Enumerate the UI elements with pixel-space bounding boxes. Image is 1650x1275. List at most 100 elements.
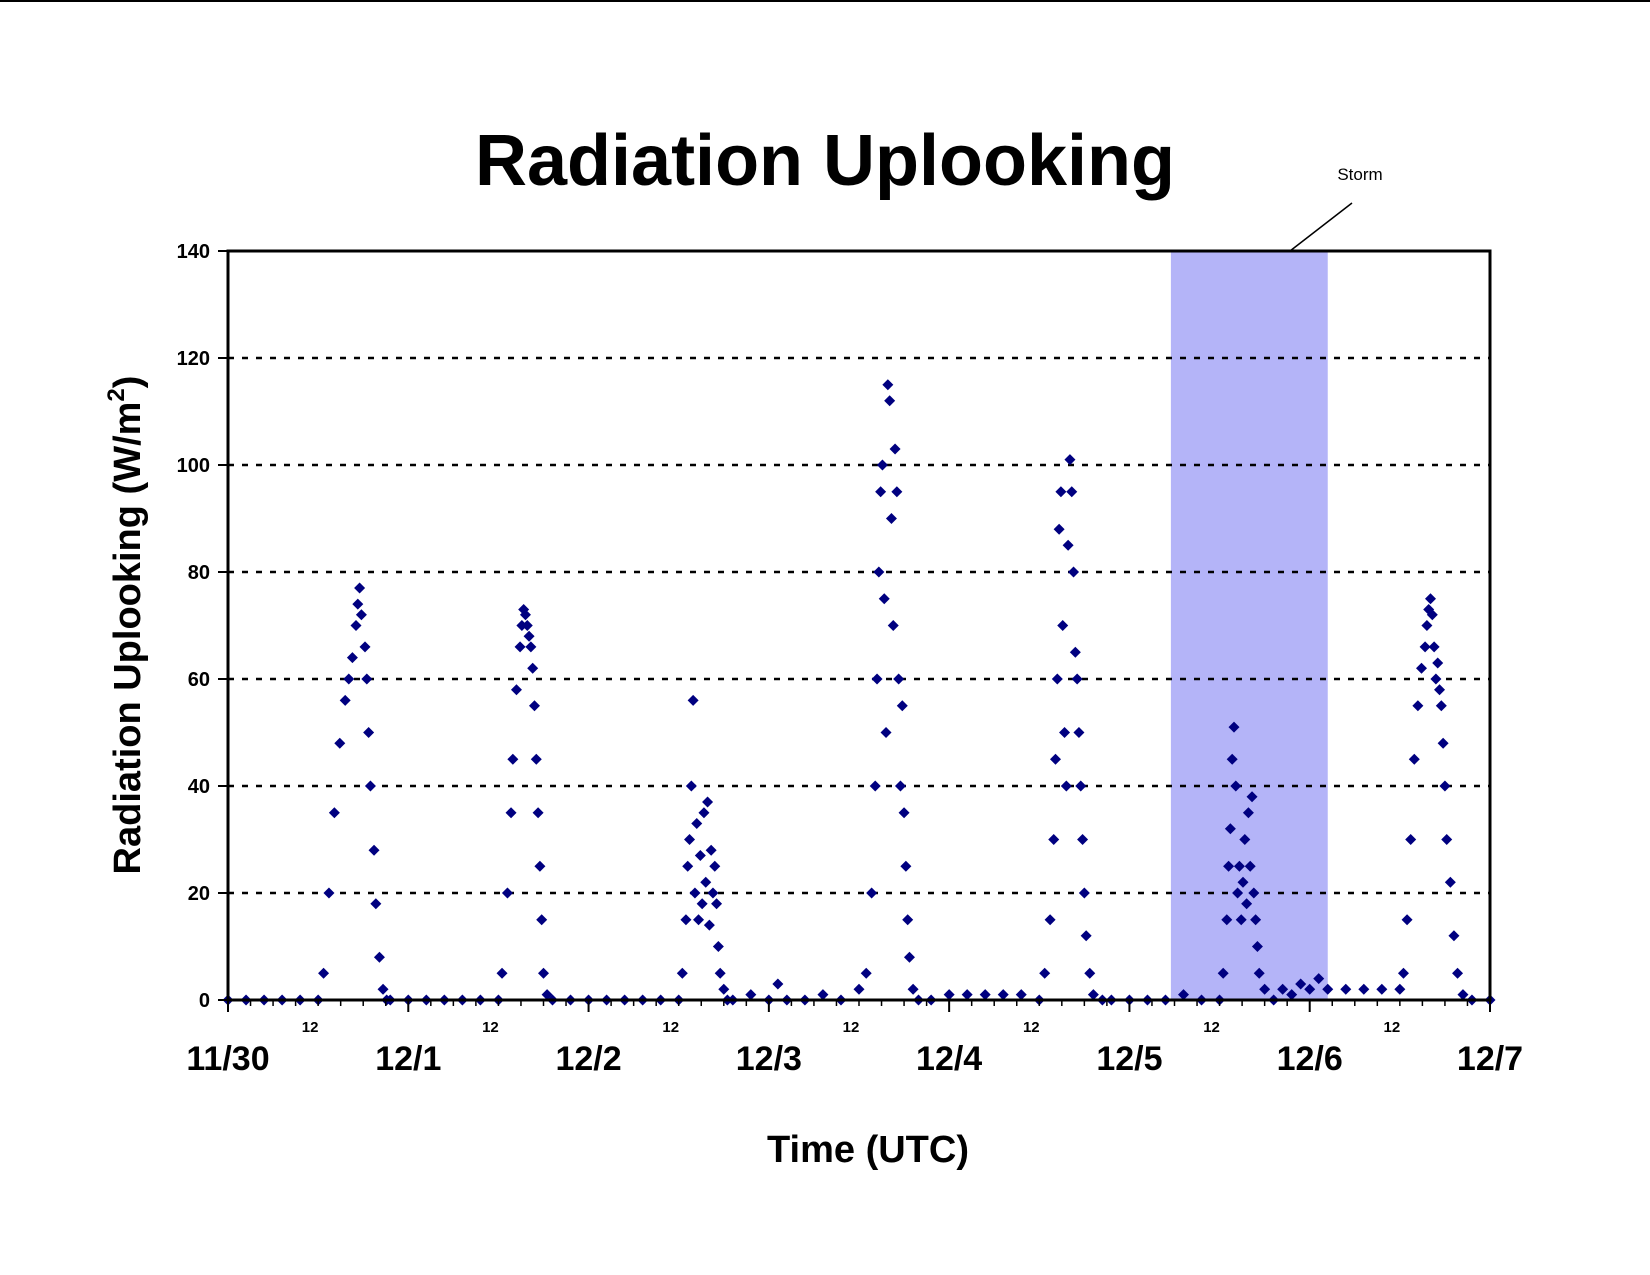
data-point-0-142 bbox=[1077, 834, 1089, 845]
data-point-0-183 bbox=[1340, 983, 1352, 995]
data-point-0-193 bbox=[1419, 641, 1431, 653]
data-point-0-128 bbox=[1051, 673, 1063, 685]
data-point-0-109 bbox=[894, 780, 906, 792]
data-point-0-189 bbox=[1405, 834, 1417, 845]
data-point-0-209 bbox=[1457, 989, 1469, 1001]
data-point-0-62 bbox=[680, 914, 692, 926]
data-point-0-168 bbox=[1242, 807, 1254, 819]
data-point-0-18 bbox=[361, 673, 373, 685]
data-point-0-38 bbox=[514, 641, 526, 653]
data-point-0-80 bbox=[712, 941, 724, 952]
data-point-0-125 bbox=[1044, 914, 1056, 926]
data-point-0-121 bbox=[997, 989, 1009, 1001]
data-point-0-24 bbox=[377, 983, 389, 995]
data-point-0-131 bbox=[1057, 620, 1069, 631]
data-point-0-166 bbox=[1239, 834, 1251, 845]
data-point-0-8 bbox=[328, 807, 340, 819]
data-point-0-136 bbox=[1066, 486, 1078, 498]
y-tick-label-40: 40 bbox=[188, 776, 210, 798]
data-point-0-21 bbox=[368, 844, 380, 856]
data-point-0-162 bbox=[1232, 887, 1244, 899]
data-point-0-156 bbox=[1221, 914, 1233, 926]
data-point-0-17 bbox=[359, 641, 371, 653]
data-point-0-163 bbox=[1233, 860, 1245, 872]
data-point-0-15 bbox=[354, 582, 366, 594]
data-point-0-22 bbox=[370, 898, 382, 910]
y-tick-label-0: 0 bbox=[199, 990, 210, 1012]
x-minor-label-1: 12 bbox=[482, 1019, 499, 1036]
data-point-0-95 bbox=[869, 780, 881, 792]
data-point-0-205 bbox=[1441, 834, 1453, 845]
data-point-0-75 bbox=[703, 919, 715, 931]
data-point-0-108 bbox=[893, 673, 905, 685]
data-point-0-165 bbox=[1237, 876, 1249, 888]
data-point-0-70 bbox=[694, 850, 706, 862]
x-minor-label-6: 12 bbox=[1384, 1019, 1401, 1036]
x-tick-label-12/5: 12/5 bbox=[1096, 1040, 1162, 1078]
data-point-0-101 bbox=[880, 727, 892, 738]
data-point-0-45 bbox=[527, 662, 539, 674]
data-point-0-37 bbox=[510, 684, 522, 696]
data-point-0-171 bbox=[1248, 887, 1260, 899]
data-point-0-126 bbox=[1048, 834, 1060, 845]
data-point-0-113 bbox=[902, 914, 914, 926]
data-point-0-72 bbox=[698, 807, 710, 819]
data-point-0-145 bbox=[1084, 967, 1096, 979]
data-point-0-41 bbox=[519, 609, 531, 621]
data-point-0-115 bbox=[907, 983, 919, 995]
data-point-0-96 bbox=[871, 673, 883, 685]
data-point-0-64 bbox=[684, 834, 696, 845]
data-point-0-196 bbox=[1425, 593, 1437, 605]
data-point-0-92 bbox=[853, 983, 865, 995]
data-point-0-119 bbox=[961, 989, 973, 1001]
data-point-0-74 bbox=[702, 796, 714, 808]
data-point-0-7 bbox=[323, 887, 335, 899]
data-point-0-35 bbox=[505, 807, 517, 819]
data-point-0-194 bbox=[1421, 620, 1433, 631]
data-point-0-134 bbox=[1062, 539, 1074, 551]
data-point-0-152 bbox=[1178, 989, 1190, 1001]
data-point-0-46 bbox=[528, 700, 540, 712]
data-point-0-180 bbox=[1304, 983, 1316, 995]
data-point-0-97 bbox=[873, 566, 885, 578]
data-point-0-159 bbox=[1226, 753, 1238, 765]
data-point-0-198 bbox=[1428, 641, 1440, 653]
data-point-0-47 bbox=[530, 753, 542, 765]
data-point-0-93 bbox=[860, 967, 872, 979]
data-point-0-199 bbox=[1430, 673, 1442, 685]
data-point-0-87 bbox=[772, 978, 784, 990]
data-point-0-78 bbox=[709, 860, 721, 872]
data-point-0-179 bbox=[1295, 978, 1307, 990]
data-point-0-50 bbox=[536, 914, 548, 926]
data-point-0-161 bbox=[1230, 780, 1242, 792]
y-tick-label-80: 80 bbox=[188, 562, 210, 584]
data-point-0-94 bbox=[866, 887, 878, 899]
data-point-0-184 bbox=[1358, 983, 1370, 995]
y-axis-title: Radiation Uplooking (W/m2) bbox=[103, 376, 149, 875]
data-point-0-169 bbox=[1244, 860, 1256, 872]
data-point-0-177 bbox=[1277, 983, 1289, 995]
data-point-0-42 bbox=[521, 620, 533, 631]
chart-title: Radiation Uplooking bbox=[475, 121, 1175, 201]
y-tick-label-100: 100 bbox=[177, 455, 210, 477]
data-point-0-6 bbox=[318, 967, 330, 979]
y-tick-label-140: 140 bbox=[177, 241, 210, 263]
data-point-0-65 bbox=[685, 780, 697, 792]
data-point-0-77 bbox=[707, 887, 719, 899]
data-point-0-103 bbox=[884, 395, 896, 407]
data-point-0-207 bbox=[1448, 930, 1460, 942]
data-point-0-155 bbox=[1217, 967, 1229, 979]
data-point-0-36 bbox=[507, 753, 519, 765]
x-minor-label-5: 12 bbox=[1203, 1019, 1220, 1036]
data-point-0-157 bbox=[1223, 860, 1235, 872]
data-point-0-98 bbox=[875, 486, 887, 498]
data-point-0-43 bbox=[523, 630, 535, 642]
data-point-0-175 bbox=[1259, 983, 1271, 995]
storm-annotation-leader bbox=[1289, 202, 1353, 252]
data-point-0-186 bbox=[1394, 983, 1406, 995]
data-point-0-135 bbox=[1064, 454, 1076, 466]
y-axis-title-superscript: 2 bbox=[103, 388, 130, 401]
data-point-0-85 bbox=[745, 989, 757, 1001]
data-point-0-124 bbox=[1039, 967, 1051, 979]
data-point-0-105 bbox=[887, 620, 899, 631]
